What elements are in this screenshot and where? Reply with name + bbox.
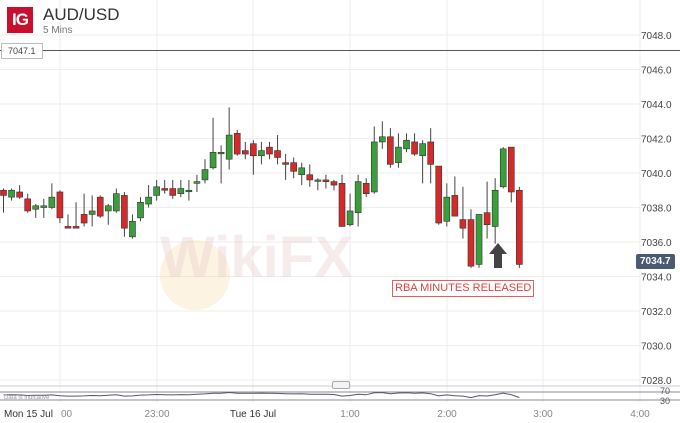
- candle-down: [250, 143, 257, 157]
- y-tick-label: 7032.0: [641, 307, 672, 318]
- x-tick-label: 23:00: [144, 409, 169, 420]
- candle-down: [56, 191, 64, 219]
- candle-up: [475, 214, 483, 265]
- panel-resize-handle[interactable]: [332, 381, 350, 389]
- y-tick-label: 7044.0: [641, 100, 672, 111]
- x-tick-label: 4:00: [630, 409, 650, 420]
- y-tick-label: 7036.0: [641, 238, 672, 249]
- candle-down: [0, 189, 7, 196]
- indicative-note: Data is indicative: [4, 395, 50, 401]
- candle-up: [185, 189, 193, 193]
- up-arrow-icon: [489, 243, 507, 268]
- candle-down: [451, 195, 459, 217]
- candle-up: [153, 186, 160, 196]
- indicator-level-label: 70: [660, 386, 670, 396]
- candle-down: [64, 226, 72, 229]
- candle-up: [193, 181, 201, 184]
- indicator-level-label: 30: [660, 396, 670, 406]
- candle-down: [411, 141, 418, 155]
- candle-down: [467, 219, 475, 267]
- ig-logo: IG: [7, 7, 33, 33]
- candle-up: [314, 179, 322, 182]
- candle-down: [362, 183, 370, 195]
- candle-down: [242, 150, 249, 155]
- y-tick-label: 7046.0: [641, 66, 672, 77]
- rba-annotation: RBA MINUTES RELEASED: [392, 280, 535, 297]
- y-tick-label: 7034.0: [641, 273, 672, 284]
- x-tick-label: 2:00: [437, 409, 457, 420]
- candle-down: [322, 179, 330, 182]
- candle-up: [346, 210, 354, 226]
- candle-down: [121, 195, 128, 229]
- candle-down: [274, 150, 281, 158]
- x-tick-label: 3:00: [533, 409, 553, 420]
- candle-down: [24, 198, 31, 212]
- y-tick-label: 7040.0: [641, 169, 672, 180]
- y-tick-label: 7028.0: [641, 376, 672, 387]
- candle-up: [145, 196, 152, 205]
- candle-down: [16, 191, 23, 198]
- horizontal-line-label[interactable]: 7047.1: [1, 43, 43, 59]
- timeframe-label[interactable]: 5 Mins: [43, 25, 73, 36]
- candle-up: [209, 152, 217, 169]
- candle-up: [88, 210, 96, 215]
- candle-up: [419, 143, 426, 157]
- candle-up: [354, 181, 362, 213]
- candle-up: [225, 134, 233, 160]
- candle-up: [137, 202, 144, 219]
- candle-up: [129, 221, 136, 238]
- candle-down: [266, 146, 273, 155]
- y-tick-label: 7048.0: [641, 31, 672, 42]
- candle-down: [290, 162, 297, 172]
- candle-down: [459, 219, 467, 229]
- candle-down: [483, 212, 491, 226]
- candle-down: [516, 189, 523, 265]
- candle-up: [395, 146, 402, 163]
- symbol-title: AUD/USD: [43, 5, 120, 24]
- candle-down: [169, 188, 177, 196]
- candle-down: [507, 146, 515, 193]
- candle-up: [491, 189, 499, 227]
- candle-down: [96, 196, 104, 217]
- y-tick-label: 7030.0: [641, 342, 672, 353]
- y-tick-label: 7038.0: [641, 204, 672, 215]
- candle-up: [40, 205, 48, 208]
- candle-down: [161, 188, 168, 191]
- candle-down: [80, 214, 88, 224]
- candle-up: [8, 189, 15, 198]
- watermark-logo: [160, 240, 230, 310]
- candle-up: [499, 148, 507, 188]
- candle-down: [233, 133, 241, 155]
- candle-up: [48, 196, 56, 208]
- indicator-line: [3, 391, 520, 399]
- candle-up: [217, 152, 225, 155]
- candle-down: [282, 162, 289, 165]
- candle-down: [435, 165, 443, 224]
- candle-up: [177, 188, 185, 194]
- watermark: WikiFX: [160, 225, 353, 290]
- candle-down: [330, 181, 338, 186]
- candle-down: [387, 136, 394, 165]
- candle-up: [370, 141, 378, 193]
- candle-up: [298, 167, 306, 176]
- candle-down: [72, 226, 80, 229]
- candle-up: [258, 150, 265, 157]
- x-tick-label: Mon 15 Jul: [4, 409, 53, 420]
- candle-up: [32, 205, 40, 210]
- candle-up: [379, 136, 386, 143]
- candle-down: [427, 141, 434, 165]
- candle-up: [201, 169, 209, 181]
- x-tick-label: 00: [61, 409, 73, 420]
- x-tick-label: Tue 16 Jul: [230, 409, 276, 420]
- current-price-label: 7034.7: [636, 254, 675, 269]
- candle-up: [443, 196, 451, 222]
- candle-up: [113, 193, 120, 212]
- candle-down: [338, 183, 346, 227]
- x-tick-label: 1:00: [340, 409, 360, 420]
- y-tick-label: 7042.0: [641, 135, 672, 146]
- candle-up: [104, 205, 112, 212]
- candle-down: [306, 174, 314, 181]
- candle-up: [403, 139, 410, 150]
